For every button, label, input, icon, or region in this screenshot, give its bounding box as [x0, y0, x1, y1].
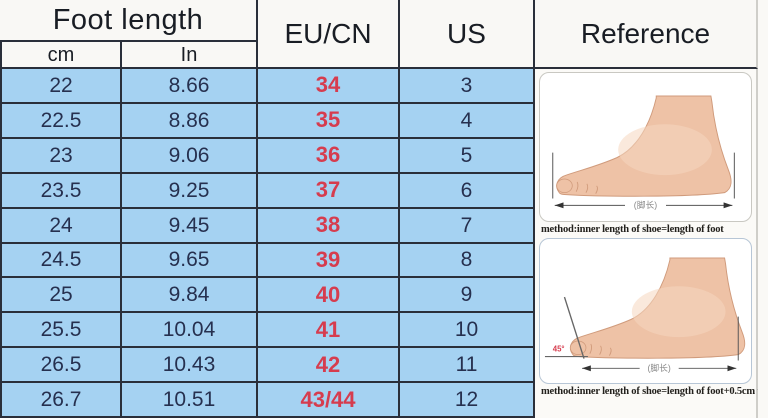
us-size: 11 [400, 348, 535, 384]
right-margin [758, 0, 768, 418]
in-value: 9.06 [122, 138, 258, 174]
header-foot-length: Foot length [0, 0, 258, 42]
us-size: 7 [400, 208, 535, 244]
in-value: 10.04 [122, 313, 258, 349]
in-value: 9.45 [122, 208, 258, 244]
cm-value: 22.5 [0, 103, 122, 139]
us-size: 3 [400, 69, 535, 104]
eu-size: 41 [258, 313, 400, 349]
in-value: 9.25 [122, 173, 258, 209]
cm-value: 24.5 [0, 243, 122, 279]
measure-method-caption-1: method:inner length of shoe=length of fo… [541, 224, 724, 235]
angle-45-label: 45° [553, 345, 565, 354]
eu-size: 34 [258, 69, 400, 104]
us-size: 9 [400, 278, 535, 314]
in-value: 10.51 [122, 383, 258, 418]
cm-value: 26.5 [0, 348, 122, 384]
eu-size: 43/44 [258, 383, 400, 418]
header-in: In [122, 42, 258, 69]
cm-value: 22 [0, 69, 122, 104]
header-reference: Reference [535, 0, 758, 69]
foot-measure-figure-1: (脚长) [539, 72, 752, 222]
us-size: 5 [400, 138, 535, 174]
reference-panel: (脚长) method:inner length of shoe=length … [535, 69, 768, 418]
cm-value: 24 [0, 208, 122, 244]
in-value: 8.86 [122, 103, 258, 139]
us-size: 10 [400, 313, 535, 349]
cm-value: 23 [0, 138, 122, 174]
eu-size: 38 [258, 208, 400, 244]
cm-value: 26.7 [0, 383, 122, 418]
header-us: US [400, 0, 535, 69]
us-size: 12 [400, 383, 535, 418]
eu-size: 37 [258, 173, 400, 209]
header-cm: cm [0, 42, 122, 69]
in-value: 9.84 [122, 278, 258, 314]
cm-value: 25.5 [0, 313, 122, 349]
arrow-right-icon [723, 202, 733, 209]
in-value: 8.66 [122, 69, 258, 104]
cm-value: 25 [0, 278, 122, 314]
arrow-left-icon [582, 365, 591, 372]
in-value: 10.43 [122, 348, 258, 384]
arrow-right-icon [727, 365, 737, 372]
foot-45deg-illustration: 45° (脚长) [544, 257, 746, 375]
eu-size: 39 [258, 243, 400, 279]
in-value: 9.65 [122, 243, 258, 279]
measure-method-caption-2: method:inner length of shoe=length of fo… [541, 386, 768, 397]
foot-length-label: (脚长) [634, 199, 657, 210]
foot-measure-figure-2: 45° (脚长) [539, 238, 752, 384]
eu-size: 36 [258, 138, 400, 174]
eu-size: 40 [258, 278, 400, 314]
us-size: 6 [400, 173, 535, 209]
eu-size: 42 [258, 348, 400, 384]
cm-value: 23.5 [0, 173, 122, 209]
arrow-left-icon [554, 202, 564, 209]
foot-side-view-illustration: (脚长) [552, 95, 735, 212]
foot-length-label: (脚长) [647, 362, 670, 373]
us-size: 8 [400, 243, 535, 279]
us-size: 4 [400, 103, 535, 139]
header-eu-cn: EU/CN [258, 0, 400, 69]
eu-size: 35 [258, 103, 400, 139]
